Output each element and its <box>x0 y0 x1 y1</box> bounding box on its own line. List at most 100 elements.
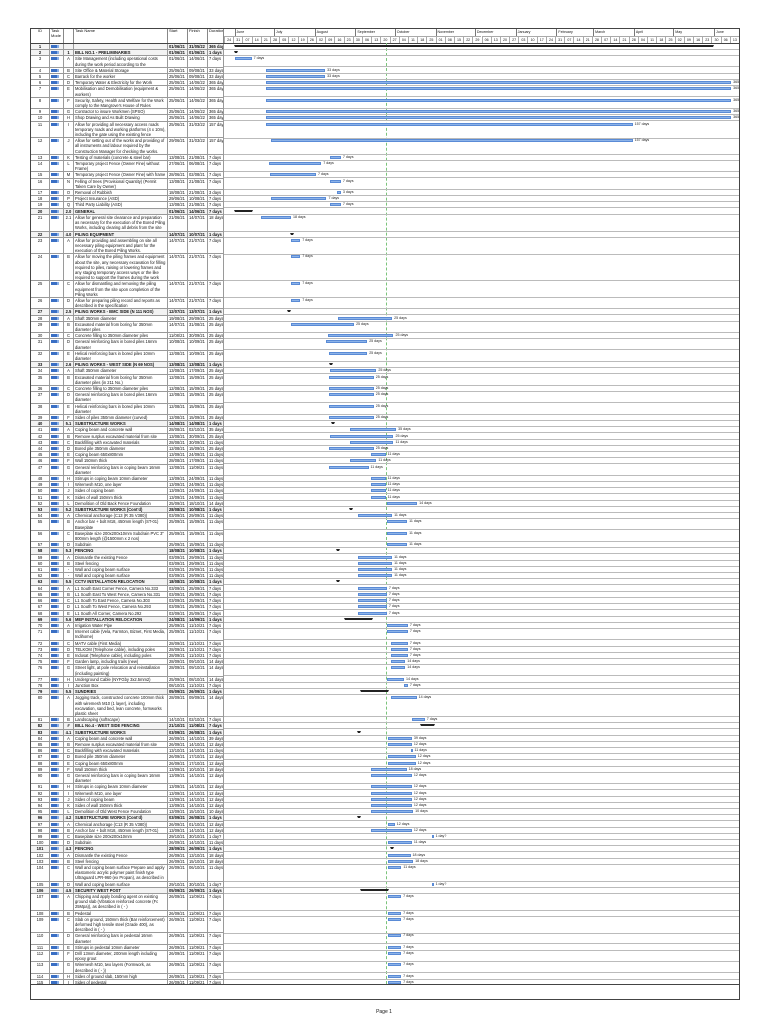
task-row[interactable]: 75 F Garden lamp, including trails (new) 28… <box>31 659 224 666</box>
task-bar[interactable] <box>388 895 402 899</box>
task-row[interactable]: 32 E Helical reinforcing bars in bored pil… <box>31 350 224 363</box>
task-bar[interactable] <box>330 369 377 373</box>
task-row[interactable]: 47 G General reinforcing bars in coping be… <box>31 464 224 477</box>
task-row[interactable]: 5 C Barrack for the worker 25/06/21 09/08/21… <box>31 74 224 81</box>
task-row[interactable]: 112 F Drill 13mm diameter, 200mm length in… <box>31 951 224 963</box>
summary-task-row[interactable]: 2 1 BILL NO.1 - PRELIMINARIES 01/06/21 01/06… <box>31 50 224 57</box>
task-bar[interactable] <box>266 99 732 103</box>
task-row[interactable]: 15 M Temporary project Fence (Owner Fine) … <box>31 172 224 179</box>
task-row[interactable]: 91 H Stirrups in coping beam 10mm diameter… <box>31 784 224 791</box>
summary-bar[interactable] <box>357 731 361 734</box>
summary-bar[interactable] <box>359 690 389 693</box>
task-row[interactable]: 76 G Street light, at pole relocation and … <box>31 665 224 677</box>
task-row[interactable]: 97 A Chemical anchorage (C13 (R 35 V380)) 2… <box>31 821 224 828</box>
task-row[interactable]: 17 O Removal of Rubbish 18/08/21 21/08/21 3 d… <box>31 190 224 197</box>
task-bar[interactable] <box>358 599 387 603</box>
task-bar[interactable] <box>386 630 408 634</box>
task-bar[interactable] <box>329 387 374 391</box>
task-row[interactable]: 39 F Sides of piles 350mm diameter (curved… <box>31 415 224 422</box>
summary-task-row[interactable]: 40 5.1 SUBSTRUCTURE WORKS 14/08/21 14/08/21 1… <box>31 421 224 428</box>
task-bar[interactable] <box>386 678 404 682</box>
summary-task-row[interactable]: 27 2.5 PILING WORKS - BMC SIDE (N 111 NOS)… <box>31 309 224 316</box>
task-row[interactable]: 43 C Backfilling with excavated materials 2… <box>31 439 224 447</box>
task-bar[interactable] <box>371 798 412 802</box>
task-row[interactable]: 42 B Remove surplus excavated material fro… <box>31 433 224 440</box>
task-row[interactable]: 56 C Baseplate size 200x200x10mm Subdrain … <box>31 530 224 543</box>
task-bar[interactable] <box>390 666 406 670</box>
task-bar[interactable] <box>266 81 732 85</box>
task-bar[interactable] <box>269 173 316 177</box>
task-bar[interactable] <box>358 612 387 616</box>
task-bar[interactable] <box>411 718 425 722</box>
summary-task-row[interactable]: 33 2.6 PILING WORKS - WEST SIDE (N 69 NOS)… <box>31 362 224 369</box>
task-bar[interactable] <box>388 860 414 864</box>
task-bar[interactable] <box>388 946 402 950</box>
task-row[interactable]: 99 C Baseplate size 200x200x10mm 29/10/21 30… <box>31 834 224 841</box>
task-bar[interactable] <box>390 648 408 652</box>
summary-task-row[interactable]: 58 5.3 FENCING 18/08/21 10/08/21 1 days <box>31 548 224 555</box>
task-bar[interactable] <box>390 642 408 646</box>
task-row[interactable]: 78 I Junction Box 08/10/21 11/10/21 7 days <box>31 682 224 690</box>
task-bar[interactable] <box>388 854 411 858</box>
task-row[interactable]: 19 Q Third Party Liability (ASD) 13/08/21 21… <box>31 202 224 209</box>
task-row[interactable]: 62 - Wall and coping beam surface 03/09/21 2… <box>31 573 224 580</box>
task-bar[interactable] <box>266 123 633 127</box>
summary-bar[interactable] <box>335 549 340 552</box>
task-row[interactable]: 6 D Temporary Water & Electricity for the … <box>31 80 224 87</box>
task-row[interactable]: 64 A L1 South East Corner Fence, Camera No… <box>31 585 224 592</box>
task-bar[interactable] <box>371 496 386 500</box>
task-row[interactable]: 92 I Wiremesh M10, one layer 13/09/21 14/10/… <box>31 790 224 797</box>
task-row[interactable]: 21 2.1 Allow for general site clearance an… <box>31 214 224 232</box>
summary-bar[interactable] <box>233 45 714 48</box>
summary-task-row[interactable]: 79 5.5 SUNDRIES 05/09/21 26/09/21 1 days <box>31 689 224 696</box>
summary-bar[interactable] <box>290 233 294 236</box>
summary-bar[interactable] <box>233 51 238 54</box>
task-bar[interactable] <box>371 477 386 481</box>
task-bar[interactable] <box>388 841 412 845</box>
task-bar[interactable] <box>329 447 374 451</box>
task-bar[interactable] <box>388 981 402 985</box>
task-row[interactable]: 45 E Coping beam 650x800mm 13/09/21 24/09/21… <box>31 452 224 459</box>
task-row[interactable]: 29 B Excavated material from boring for 35… <box>31 321 224 334</box>
task-row[interactable]: 7 E Mobilisation and Demobilisation (equip… <box>31 86 224 98</box>
task-row[interactable]: 109 C Slab on ground, 150mm thick (Bar rei… <box>31 916 224 934</box>
task-bar[interactable] <box>410 749 413 753</box>
task-bar[interactable] <box>403 684 408 688</box>
task-row[interactable]: 72 C MATV cable (First Media) 28/09/21 11/10… <box>31 640 224 647</box>
task-bar[interactable] <box>330 180 341 184</box>
task-row[interactable]: 35 B Excavated material from boring for 35… <box>31 374 224 386</box>
task-row[interactable]: 104 C Wall and coping beam surface Prepare… <box>31 865 224 882</box>
summary-task-row[interactable]: 96 4.2 SUBSTRUCTURE WORKS (Cont'd) 03/09/21… <box>31 815 224 822</box>
task-row[interactable]: 49 I Wiremesh M10, one layer 13/09/21 24/09/… <box>31 482 224 489</box>
task-bar[interactable] <box>329 416 374 420</box>
task-row[interactable]: 102 A Dismantle the existing Fence 26/09/21… <box>31 852 224 859</box>
task-bar[interactable] <box>330 156 341 160</box>
summary-task-row[interactable]: 63 5.5 CCTV INSTALLATION RELOCATION 18/08/2… <box>31 579 224 586</box>
task-bar[interactable] <box>431 835 434 839</box>
task-row[interactable]: 94 K Sides of wall 150mm thick 13/09/21 14/1… <box>31 803 224 810</box>
task-row[interactable]: 88 E Coping beam 650x800mm 26/09/21 17/10/21… <box>31 760 224 767</box>
task-bar[interactable] <box>327 334 394 338</box>
summary-bar[interactable] <box>359 889 389 892</box>
task-bar[interactable] <box>386 532 408 536</box>
task-bar[interactable] <box>388 743 412 747</box>
task-row[interactable]: 50 J Sides of coping beam 13/09/21 24/09/21 1… <box>31 488 224 495</box>
summary-task-row[interactable]: 83 4.1 SUBSTRUCTURE WORKS 03/09/21 26/08/21 1… <box>31 729 224 736</box>
summary-task-row[interactable]: 106 4.5 SECURITY WEST POST 05/09/21 26/09/21… <box>31 887 224 895</box>
task-bar[interactable] <box>271 139 633 143</box>
task-bar[interactable] <box>388 866 402 870</box>
task-row[interactable]: 87 D Bored pile 350mm diameter 26/09/21 17/1… <box>31 754 224 761</box>
task-row[interactable]: 85 B Remove surplus excavated material fro… <box>31 741 224 749</box>
task-bar[interactable] <box>350 428 397 432</box>
task-bar[interactable] <box>350 459 377 463</box>
task-bar[interactable] <box>358 556 393 560</box>
summary-bar[interactable] <box>335 580 340 583</box>
task-row[interactable]: 34 A Shaft 350mm diameter 13/08/21 17/09/21 2… <box>31 368 224 375</box>
task-row[interactable]: 36 C Concrete filling to 350mm diameter pi… <box>31 385 224 393</box>
task-row[interactable]: 3 A Site Management (including operational… <box>31 56 224 68</box>
task-bar[interactable] <box>329 466 369 470</box>
task-row[interactable]: 46 F Wall 150mm thick 28/08/21 17/09/21 11 da… <box>31 458 224 465</box>
task-row[interactable]: 14 L Temporary project Fence (Owner Fine) … <box>31 161 224 173</box>
task-row[interactable]: 113 G Wiremesh M10, two layers (Formwork, … <box>31 962 224 974</box>
